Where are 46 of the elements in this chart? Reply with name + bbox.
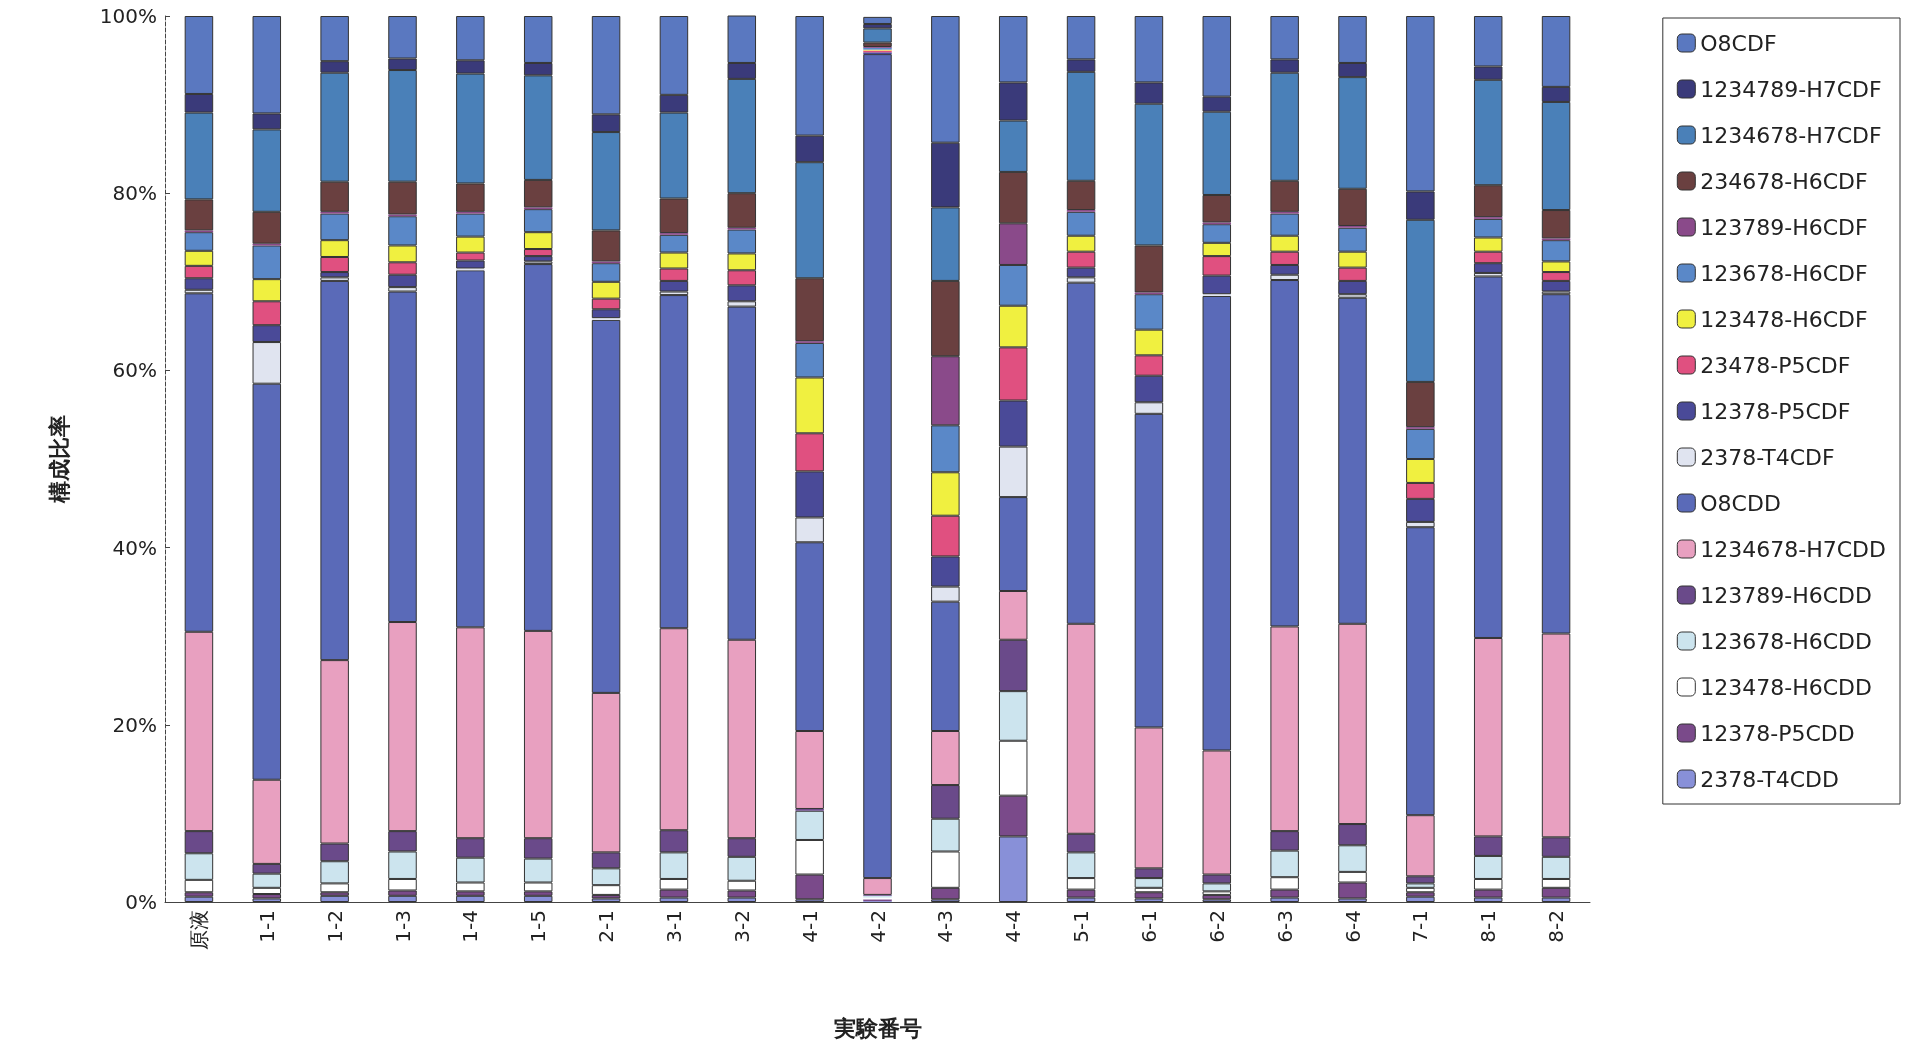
x-tick-label: 6-4: [1340, 910, 1365, 943]
y-tick-label: 100%: [99, 4, 157, 28]
x-tick-label: 8-2: [1544, 910, 1569, 943]
legend-label: 1234678-H7CDF: [1700, 122, 1882, 148]
y-axis-title: 構成比率: [46, 415, 72, 504]
legend-label: O8CDF: [1700, 30, 1777, 56]
x-tick-label: 4-3: [933, 910, 958, 943]
legend-label: O8CDD: [1700, 490, 1781, 516]
x-tick-label: 4-1: [797, 910, 822, 943]
x-axis-title: 実験番号: [832, 1015, 922, 1041]
x-tick-label: 4-2: [865, 910, 890, 943]
legend-label: 123478-H6CDD: [1700, 674, 1872, 700]
y-tick-label: 20%: [112, 712, 157, 737]
legend-label: 2378-T4CDF: [1700, 444, 1835, 470]
x-tick-label: 3-1: [661, 910, 686, 943]
x-tick-label: 8-1: [1476, 910, 1501, 943]
x-tick-label: 1-1: [254, 910, 279, 943]
x-tick-label: 原液: [186, 910, 211, 950]
x-tick-label: 3-2: [729, 910, 754, 943]
legend-label: 1234678-H7CDD: [1700, 536, 1886, 562]
legend-label: 123789-H6CDD: [1700, 582, 1872, 608]
x-tick-label: 1-3: [390, 910, 415, 943]
x-tick-label: 6-2: [1204, 910, 1229, 943]
y-tick-label: 60%: [112, 358, 157, 383]
legend-label: 12378-P5CDF: [1700, 398, 1851, 424]
legend-label: 2378-T4CDD: [1700, 766, 1839, 792]
x-tick-label: 4-4: [1001, 910, 1026, 943]
x-tick-label: 1-5: [526, 910, 551, 943]
legend-label: 1234789-H7CDF: [1700, 76, 1882, 102]
legend-label: 123478-H6CDF: [1700, 306, 1868, 332]
x-tick-label: 6-3: [1272, 910, 1297, 943]
x-tick-label: 5-1: [1069, 910, 1094, 943]
legend-label: 123789-H6CDF: [1700, 214, 1868, 240]
legend-label: 123678-H6CDD: [1700, 628, 1872, 654]
x-tick-label: 2-1: [594, 910, 619, 943]
x-tick-label: 7-1: [1408, 910, 1433, 943]
legend-label: 12378-P5CDD: [1700, 720, 1855, 746]
y-tick-label: 80%: [112, 181, 157, 206]
y-tick-label: 40%: [112, 535, 157, 560]
legend-label: 123678-H6CDF: [1700, 260, 1868, 286]
y-tick-label: 0%: [125, 890, 157, 914]
x-tick-label: 1-2: [322, 910, 347, 943]
legend-label: 23478-P5CDF: [1700, 352, 1851, 378]
legend-label: 234678-H6CDF: [1700, 168, 1868, 194]
x-tick-label: 1-4: [458, 910, 483, 943]
x-tick-label: 6-1: [1136, 910, 1161, 943]
